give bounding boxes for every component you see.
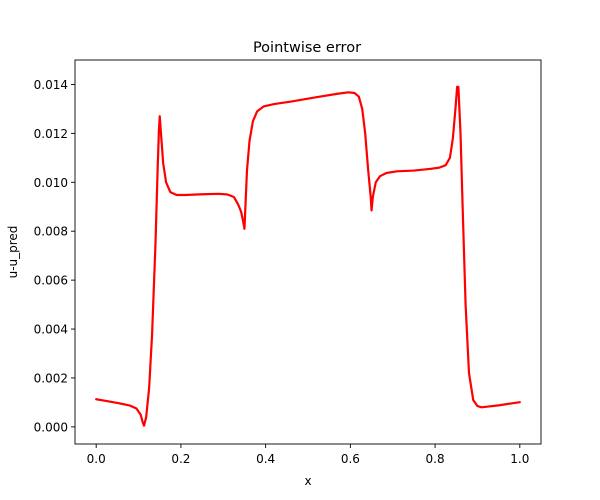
y-tick-label: 0.002 [34,371,68,385]
x-axis-label: x [304,474,311,488]
x-tick-label: 0.6 [341,452,360,466]
plot-frame [74,59,542,445]
x-tick-label: 0.0 [87,452,106,466]
y-axis-label: u-u_pred [6,226,20,279]
y-tick-label: 0.006 [34,274,68,288]
y-tick-label: 0.004 [34,323,68,337]
x-tick-label: 0.4 [256,452,275,466]
series-line [95,85,521,427]
x-tick-label: 0.8 [426,452,445,466]
x-tick-label: 1.0 [510,452,529,466]
y-tick-label: 0.010 [34,176,68,190]
x-axis: 0.0 0.2 0.4 0.6 0.8 1.0 [87,444,529,466]
y-tick-label: 0.014 [34,78,68,92]
y-tick-label: 0.012 [34,127,68,141]
x-tick-label: 0.2 [171,452,190,466]
y-tick-label: 0.000 [34,420,68,434]
y-tick-label: 0.008 [34,225,68,239]
y-axis: 0.000 0.002 0.004 0.006 0.008 0.010 0.012 0.014 [34,78,75,434]
chart-title: Pointwise error [253,40,361,56]
